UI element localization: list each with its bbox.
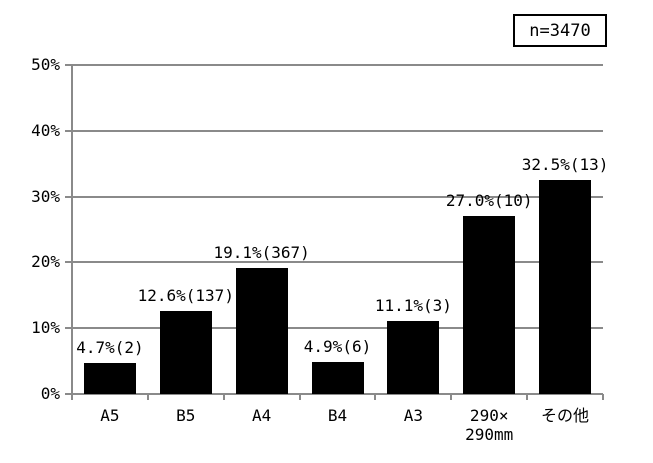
bar-その他 xyxy=(539,180,592,394)
bar-value-label: 32.5%(13) xyxy=(521,155,609,175)
x-axis-tick xyxy=(222,394,225,400)
y-tick-label: 50% xyxy=(31,55,60,74)
y-axis-tick xyxy=(65,64,72,66)
bar-A4 xyxy=(235,268,288,394)
y-tick-label: 10% xyxy=(31,318,60,338)
sample-size-label: n=3470 xyxy=(529,20,591,41)
x-category-label: 290× 290mm xyxy=(465,406,514,444)
y-tick-label: 40% xyxy=(31,120,60,140)
y-axis-tick xyxy=(65,129,72,132)
y-tick-label: 30% xyxy=(31,186,60,206)
bar-value-label: 19.1%(367) xyxy=(213,243,310,263)
x-axis-tick xyxy=(71,394,73,400)
x-category-label: A5 xyxy=(100,406,120,425)
y-axis-tick xyxy=(65,261,72,264)
x-axis-tick xyxy=(602,394,604,400)
gridline xyxy=(72,195,603,198)
gridline xyxy=(72,64,603,66)
gridline xyxy=(72,129,603,132)
bar-value-label: 4.7%(2) xyxy=(76,338,144,358)
bar-value-label: 12.6%(137) xyxy=(137,286,234,306)
bar-290×290mm xyxy=(463,216,516,394)
y-axis-tick xyxy=(65,195,72,198)
x-axis-tick xyxy=(146,394,149,400)
bar-B5 xyxy=(159,311,212,394)
plot-area xyxy=(72,64,603,394)
bar-A3 xyxy=(387,320,440,394)
y-axis-tick xyxy=(65,393,72,395)
bar-A5 xyxy=(83,363,136,394)
y-axis-line xyxy=(71,65,73,400)
y-tick-label: 20% xyxy=(31,252,60,272)
x-axis-tick xyxy=(298,394,301,400)
x-axis-tick xyxy=(374,394,377,400)
sample-size-box: n=3470 xyxy=(513,14,607,47)
bar-B4 xyxy=(311,361,364,394)
bar-value-label: 27.0%(10) xyxy=(445,191,533,211)
x-axis-line xyxy=(72,393,603,395)
x-category-label: その他 xyxy=(541,406,590,425)
x-category-label: A4 xyxy=(252,406,272,425)
y-tick-label: 0% xyxy=(40,384,60,403)
bar-value-label: 11.1%(3) xyxy=(374,295,452,315)
y-axis-tick xyxy=(65,327,72,330)
x-axis-tick xyxy=(450,394,453,400)
x-category-label: A3 xyxy=(403,406,423,425)
x-axis-tick xyxy=(526,394,529,400)
x-category-label: B4 xyxy=(327,406,348,425)
gridline xyxy=(72,261,603,264)
x-category-label: B5 xyxy=(176,406,196,425)
bar-value-label: 4.9%(6) xyxy=(303,336,372,356)
gridline xyxy=(72,327,603,330)
